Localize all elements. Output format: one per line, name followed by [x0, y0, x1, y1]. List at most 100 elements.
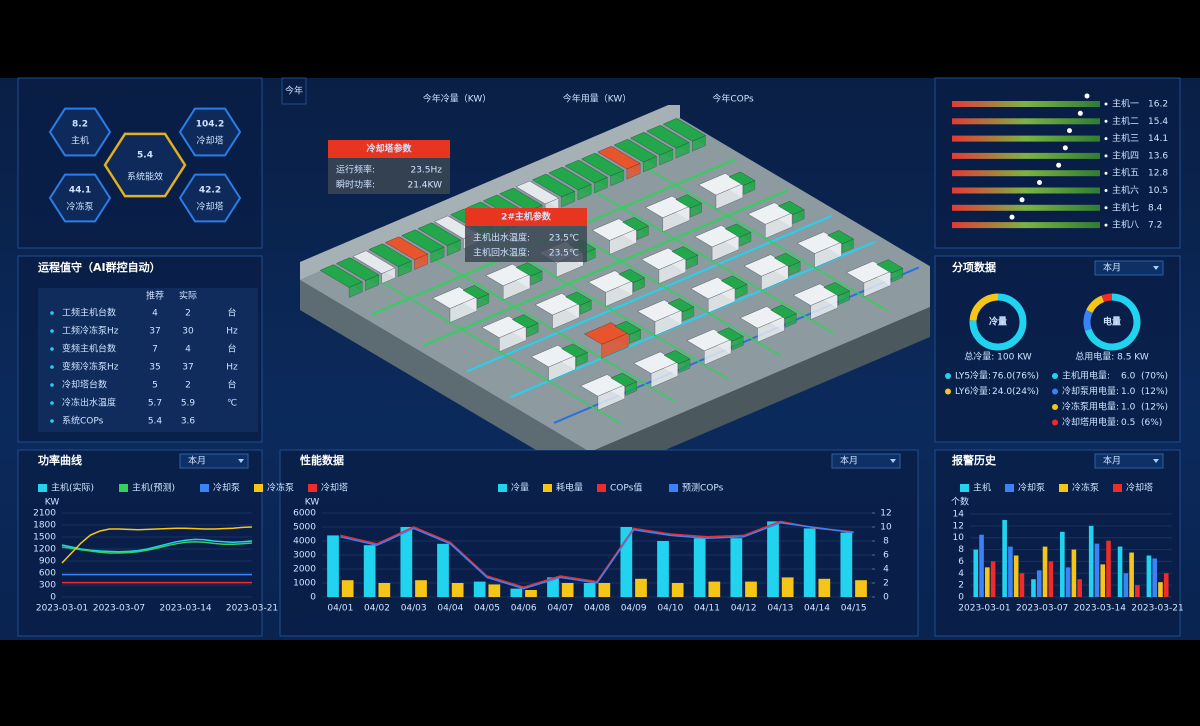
recommended: 7	[152, 345, 158, 355]
y-tick-label: 4000	[293, 537, 316, 547]
bar	[583, 583, 596, 597]
bullet	[1104, 171, 1108, 175]
hexagon	[48, 173, 112, 223]
host-bar	[952, 101, 1100, 107]
equipment	[548, 166, 592, 191]
actual: 3.6	[181, 417, 196, 427]
equipment	[770, 304, 797, 319]
bullet	[1104, 137, 1108, 141]
bar	[1008, 546, 1013, 597]
legend-percent: (12%)	[1141, 403, 1168, 413]
dropdown-arrow	[1153, 266, 1159, 270]
hexagon	[178, 107, 242, 157]
equipment	[511, 314, 539, 329]
bar	[1065, 567, 1071, 597]
host-bar	[952, 222, 1100, 229]
host-name: 主机七	[1112, 201, 1139, 213]
y-tick-label: 0	[310, 593, 316, 603]
row-label: 工频主机台数	[62, 307, 116, 319]
bar	[708, 581, 721, 597]
legend-swatch	[200, 484, 209, 492]
legend-text: 冷却泵	[213, 482, 240, 494]
equipment	[823, 282, 850, 296]
legend-text: 冷却塔	[321, 482, 348, 494]
bar	[1152, 558, 1157, 597]
dropdown[interactable]	[1094, 260, 1164, 276]
row-label: 冷冻出水温度	[62, 397, 116, 409]
bullet	[50, 401, 54, 405]
metric-value: 8.2	[72, 120, 88, 130]
dropdown-arrow	[1153, 459, 1159, 463]
y-tick-label: 6	[958, 557, 964, 567]
y-tick-label: 14	[953, 510, 965, 520]
popup-label: 瞬时功率:	[336, 179, 375, 191]
y2-tick-label: 2	[883, 579, 889, 589]
unit: ℃	[227, 399, 237, 409]
legend-swatch	[254, 484, 263, 492]
equipment	[777, 201, 805, 215]
unit: 台	[227, 307, 236, 319]
y-tick-label: 6000	[293, 509, 316, 519]
dropdown[interactable]	[831, 453, 901, 469]
equipment	[368, 243, 412, 267]
y-tick-label: 12	[953, 521, 964, 531]
popup-header	[465, 208, 587, 226]
x-tick-label: 2023-03-07	[1016, 604, 1068, 614]
bar	[1071, 549, 1077, 597]
bar	[510, 588, 523, 597]
dropdown-arrow	[890, 459, 896, 463]
recommended: 5.7	[148, 399, 162, 409]
y-tick-label: 1200	[33, 545, 56, 555]
host-marker	[1009, 214, 1015, 220]
bar	[620, 527, 633, 597]
bar	[635, 578, 647, 597]
host-value: 10.5	[1148, 186, 1168, 196]
dropdown-text: 本月	[1103, 262, 1121, 274]
equipment	[565, 291, 592, 306]
legend-text: 冷却塔	[1126, 482, 1153, 494]
popup-label: 主机回水温度:	[473, 247, 530, 259]
y-tick-label: 2	[958, 581, 964, 591]
bar	[985, 567, 990, 597]
equipment	[613, 139, 657, 163]
bar	[378, 583, 391, 597]
metric-label: 主机	[71, 135, 89, 147]
y-tick-label: 10	[953, 533, 965, 543]
legend-dot	[1052, 373, 1058, 379]
donut-segment	[969, 293, 999, 321]
y-tick-label: 600	[39, 569, 56, 579]
bullet	[50, 365, 54, 369]
equipment	[667, 298, 695, 313]
legend-value: 24.0	[992, 387, 1012, 397]
column-header: 实际	[179, 290, 197, 302]
legend-text: 冷却泵	[1018, 482, 1045, 494]
row-label: 冷却塔台数	[62, 379, 107, 391]
bar	[1129, 552, 1134, 597]
unit: 台	[227, 379, 236, 391]
bullet	[1104, 206, 1108, 210]
x-tick-label: 04/05	[474, 604, 500, 614]
bar	[1094, 543, 1100, 597]
legend-value: 76.0	[992, 372, 1012, 382]
row-label: 变频主机台数	[62, 343, 116, 355]
y2-tick-label: 10	[880, 523, 892, 533]
equipment	[561, 343, 588, 358]
dropdown[interactable]	[179, 453, 249, 469]
hexagon	[178, 173, 242, 223]
y2-tick-label: 6	[883, 551, 889, 561]
legend-text: 主机(预测)	[132, 482, 175, 494]
bar	[1036, 570, 1042, 597]
hexagon	[48, 107, 112, 157]
host-marker	[1067, 128, 1072, 134]
dropdown[interactable]	[1094, 453, 1164, 469]
bar	[745, 581, 757, 597]
x-tick-label: 04/15	[841, 604, 867, 614]
bar	[1123, 573, 1129, 597]
column-header: 推荐	[146, 290, 164, 302]
pipe	[587, 186, 835, 334]
bar	[1013, 555, 1019, 597]
x-tick-label: 2023-03-01	[36, 604, 88, 614]
popup-header	[328, 140, 450, 158]
host-name: 主机六	[1112, 184, 1139, 196]
panel-title: 性能数据	[300, 453, 344, 467]
